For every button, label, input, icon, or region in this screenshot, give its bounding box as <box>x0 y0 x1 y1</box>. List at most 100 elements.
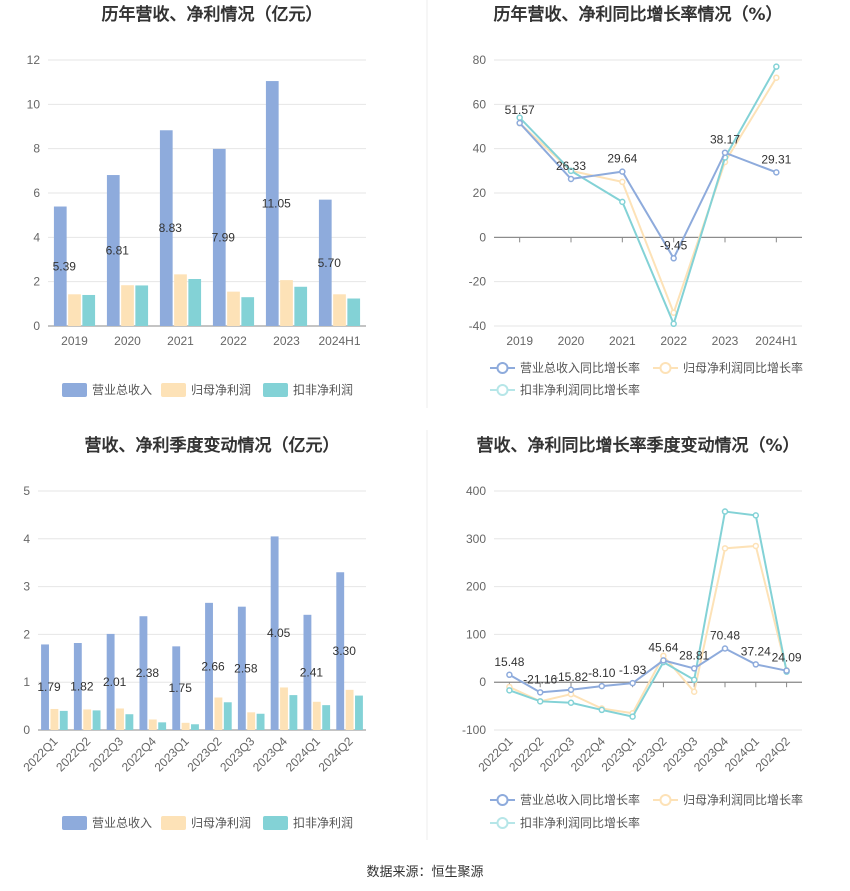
legend-label: 扣非净利润同比增长率 <box>520 815 640 830</box>
data-label: 24.09 <box>772 651 802 665</box>
y-tick-label: 60 <box>473 97 487 111</box>
bar-2 <box>181 722 190 730</box>
data-label: 28.81 <box>679 648 709 662</box>
data-label: -9.45 <box>660 238 688 252</box>
data-label: 38.17 <box>710 133 740 147</box>
x-tick-label: 2023Q2 <box>184 734 224 774</box>
legend-label: 归母净利润 <box>191 816 251 830</box>
bar-3 <box>355 695 363 730</box>
bar-1 <box>53 206 67 326</box>
y-tick-label: 300 <box>466 532 486 546</box>
bar-3 <box>241 297 255 326</box>
chart-4: 营收、净利同比增长率季度变动情况（%）-10001002003004002022… <box>462 435 803 830</box>
y-tick-label: 0 <box>23 723 30 737</box>
x-tick-label: 2019 <box>61 334 88 348</box>
bar-1 <box>265 81 279 326</box>
legend-label: 扣非净利润 <box>293 816 353 830</box>
bar-1 <box>205 602 213 730</box>
y-tick-label: 1 <box>23 675 30 689</box>
point-1 <box>619 168 626 175</box>
legend-marker <box>496 362 509 374</box>
chart-title: 历年营收、净利情况（亿元） <box>102 4 323 25</box>
x-tick-label: 2022Q2 <box>53 734 93 774</box>
series-line-2 <box>518 77 778 316</box>
point-1 <box>660 657 667 664</box>
bar-2 <box>121 285 134 326</box>
legend-swatch <box>263 816 288 830</box>
point-3 <box>567 699 575 707</box>
point-1 <box>670 255 677 262</box>
legend-marker <box>659 794 672 806</box>
data-label: 2.41 <box>300 665 324 679</box>
legend-label: 营业总收入 <box>92 816 152 830</box>
point-3 <box>567 167 575 175</box>
bar-3 <box>256 713 265 730</box>
legend-label: 归母净利润同比增长率 <box>683 792 803 807</box>
bar-1 <box>73 643 82 730</box>
data-label: 8.83 <box>159 221 183 235</box>
series-line-1 <box>508 647 787 694</box>
data-label: 45.64 <box>648 640 678 654</box>
data-label: 5.39 <box>53 259 77 273</box>
data-label: 6.81 <box>106 244 130 258</box>
data-label: 2.01 <box>103 675 127 689</box>
point-1 <box>598 682 606 690</box>
bar-2 <box>214 697 223 730</box>
point-3 <box>721 508 729 515</box>
x-tick-label: 2024H1 <box>318 334 360 348</box>
x-tick-label: 2022 <box>660 334 687 348</box>
legend-swatch <box>161 816 186 830</box>
x-tick-label: 2020 <box>558 334 585 348</box>
y-tick-label: 2 <box>23 627 30 641</box>
data-label: 7.99 <box>212 230 236 244</box>
data-label: 51.57 <box>505 103 535 117</box>
point-2 <box>773 74 780 81</box>
point-3 <box>752 512 760 519</box>
bar-2 <box>116 708 124 730</box>
chart-2: 历年营收、净利同比增长率情况（%） -40 -20 0 20 40 60 80 2019 2020… <box>469 4 803 397</box>
point-2 <box>619 178 626 186</box>
y-tick-label: 200 <box>466 580 486 594</box>
bar-2 <box>280 687 288 730</box>
data-label: 4.05 <box>267 626 291 640</box>
y-tick-label: 4 <box>23 532 30 546</box>
legend-label: 扣非净利润同比增长率 <box>520 382 640 397</box>
series-line-3 <box>509 510 788 718</box>
bar-1 <box>106 175 120 326</box>
point-3 <box>670 320 677 328</box>
data-label: 1.75 <box>169 681 193 695</box>
series-line-2 <box>508 544 788 715</box>
bar-1 <box>270 536 279 730</box>
x-tick-label: 2023Q4 <box>250 734 290 774</box>
bar-1 <box>237 606 246 730</box>
point-2 <box>752 542 760 550</box>
y-tick-label: 80 <box>473 53 487 67</box>
y-tick-label: 0 <box>33 319 40 333</box>
data-source-note: 数据来源：恒生聚源 <box>366 865 483 880</box>
x-tick-label: 2023 <box>273 334 300 348</box>
point-1 <box>773 169 780 176</box>
y-tick-label: 8 <box>33 142 40 156</box>
bar-1 <box>318 199 332 326</box>
data-label: 15.48 <box>494 655 524 669</box>
point-3 <box>773 63 780 70</box>
y-tick-label: 3 <box>23 580 30 594</box>
bar-1 <box>212 148 226 326</box>
bar-3 <box>158 722 167 730</box>
legend-label: 营业总收入同比增长率 <box>520 360 640 375</box>
data-label: -8.10 <box>588 666 616 680</box>
legend-marker <box>496 384 509 396</box>
bar-3 <box>135 285 149 326</box>
y-tick-label: 400 <box>466 484 486 498</box>
point-1 <box>567 686 575 694</box>
chart-1: 历年营收、净利情况（亿元） 0 2 4 6 8 10 12 2019 2020 2021 2022 20… <box>27 4 366 397</box>
bar-3 <box>322 705 331 730</box>
bar-3 <box>82 294 96 326</box>
bar-3 <box>347 298 361 326</box>
bar-1 <box>303 614 312 730</box>
point-3 <box>619 198 626 206</box>
y-tick-label: 2 <box>33 275 40 289</box>
x-tick-label: 2022 <box>220 334 247 348</box>
data-label: 3.30 <box>333 644 357 658</box>
point-2 <box>670 309 677 316</box>
